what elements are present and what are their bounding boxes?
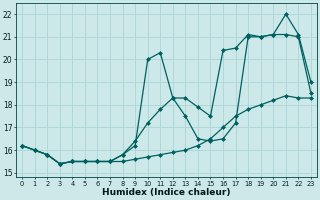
X-axis label: Humidex (Indice chaleur): Humidex (Indice chaleur) bbox=[102, 188, 231, 197]
